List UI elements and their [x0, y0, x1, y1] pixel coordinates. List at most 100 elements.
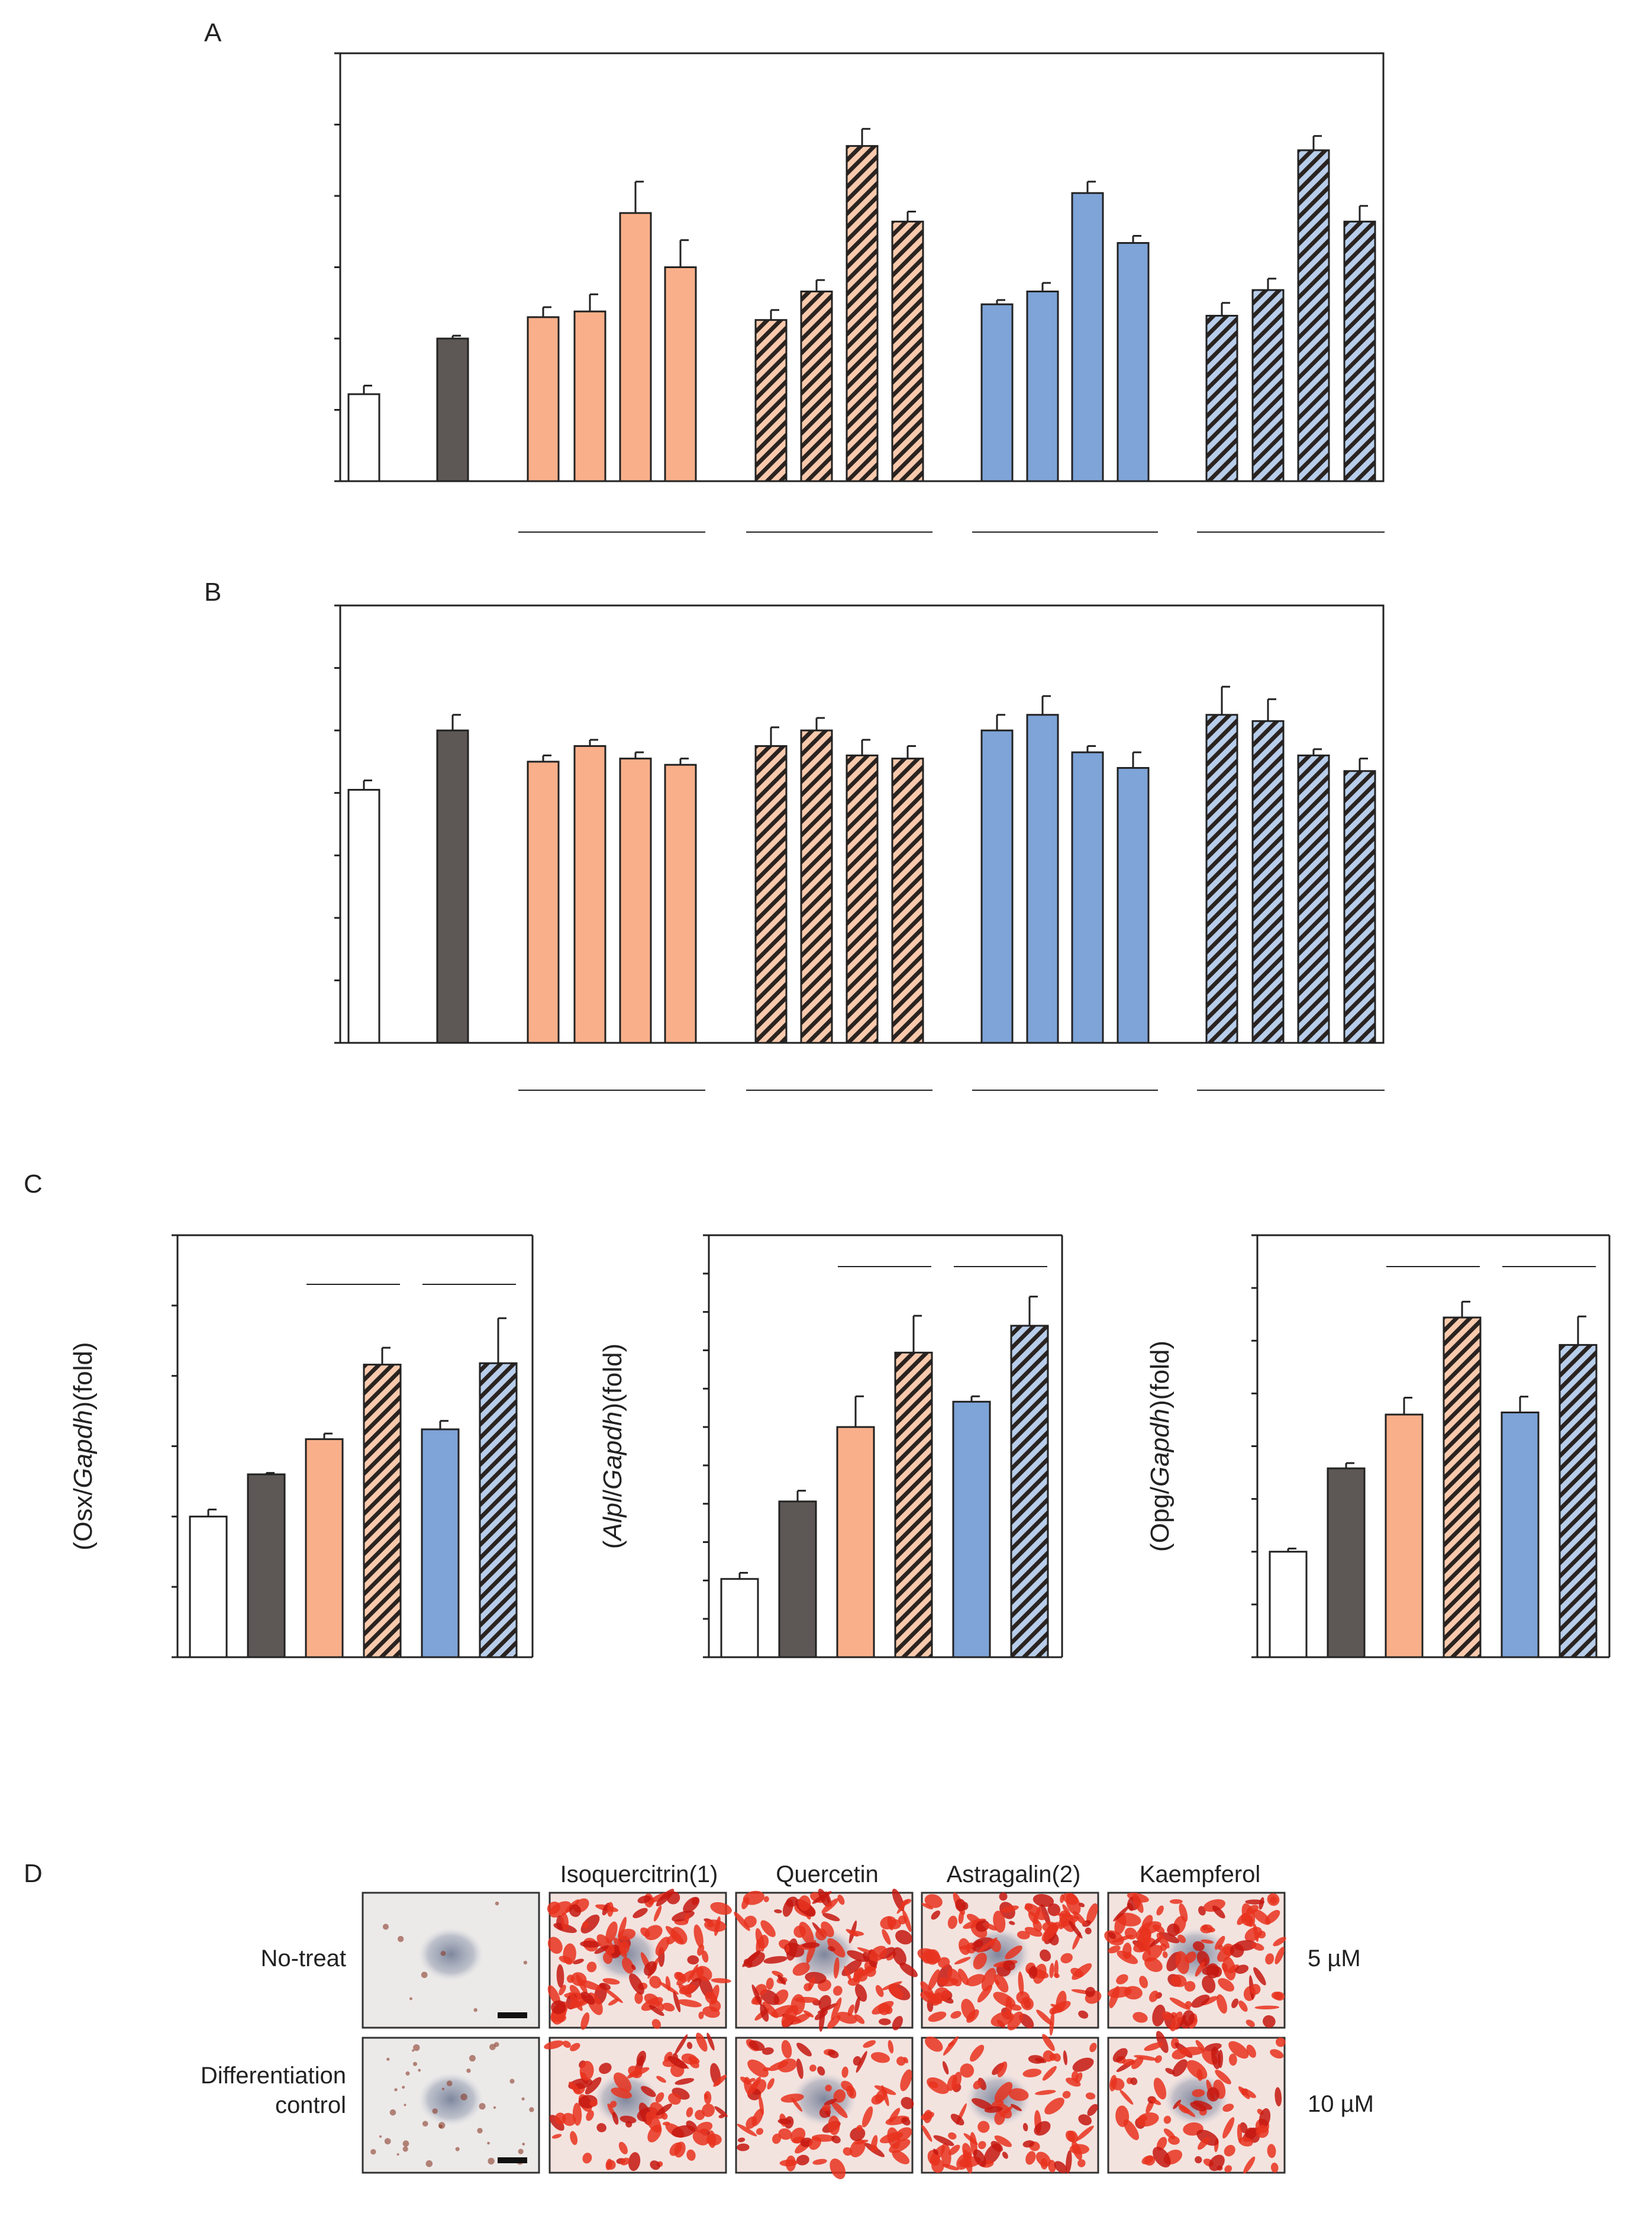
bar	[664, 266, 697, 482]
mineral-speck	[405, 2071, 410, 2076]
mineral-deposit	[561, 1912, 569, 1931]
mineral-speck	[432, 2108, 438, 2114]
mineral-deposit	[667, 2056, 688, 2069]
mineral-speck	[488, 2157, 495, 2165]
mineral-speck	[493, 2106, 496, 2109]
y-axis-title-line2: (Alpl/Gapdh)(fold)	[598, 1344, 627, 1549]
mineral-deposit	[854, 1984, 867, 2002]
mineral-deposit	[947, 1968, 962, 1987]
mineral-deposit	[948, 2132, 957, 2140]
mineral-speck	[422, 2121, 428, 2127]
mineral-deposit	[812, 1891, 832, 1904]
mineral-deposit	[808, 2136, 821, 2150]
mineral-deposit	[1275, 2087, 1282, 2107]
mineral-deposit	[1218, 1978, 1235, 1992]
mineral-speck	[421, 1971, 428, 1979]
mineral-deposit	[589, 2100, 598, 2107]
mineral-deposit	[605, 1921, 618, 1944]
mineral-deposit	[1018, 1971, 1024, 1996]
mineral-deposit	[737, 2143, 750, 2151]
mineral-deposit	[1192, 2089, 1205, 2098]
mineral-deposit	[628, 2067, 650, 2077]
mineral-deposit	[928, 1969, 940, 1991]
mineral-deposit	[1051, 2000, 1071, 2014]
mineral-deposit	[1211, 2046, 1221, 2070]
bar	[1385, 1413, 1424, 1658]
mineral-deposit	[1025, 2151, 1036, 2165]
mineral-deposit	[655, 1937, 670, 1956]
mineral-deposit	[1139, 1976, 1148, 1989]
control-stain-image	[362, 2037, 540, 2174]
mineral-deposit	[1150, 2098, 1161, 2105]
mineral-deposit	[1142, 1945, 1163, 1962]
mineral-deposit	[1075, 2072, 1083, 2083]
bar	[1205, 314, 1238, 482]
mineral-deposit	[1132, 2012, 1148, 2023]
mineral-deposit	[763, 1955, 788, 1964]
mineral-deposit	[1078, 2010, 1089, 2019]
mineral-deposit	[544, 2040, 564, 2050]
mineral-deposit	[901, 2097, 914, 2109]
mineral-deposit	[677, 1999, 702, 2008]
mineral-deposit	[569, 2082, 581, 2094]
mineral-deposit	[1224, 2145, 1235, 2157]
mineral-deposit	[848, 1931, 864, 1936]
mineral-deposit	[1230, 1944, 1244, 1958]
mineral-deposit	[760, 1920, 776, 1937]
bar	[436, 729, 469, 1044]
mineral-deposit	[748, 2040, 765, 2051]
mineral-deposit	[938, 1977, 947, 1985]
mineral-deposit	[888, 2040, 894, 2054]
bar	[189, 1515, 228, 1658]
mineral-deposit	[559, 1955, 572, 1964]
mineral-deposit	[1131, 2057, 1144, 2069]
mineral-deposit	[1156, 2031, 1169, 2053]
mineral-deposit	[1048, 2160, 1056, 2173]
bar	[1026, 714, 1059, 1044]
bar	[1297, 754, 1330, 1044]
mineral-deposit	[1259, 2108, 1271, 2129]
mineral-deposit	[981, 1968, 996, 1992]
mineral-speck	[413, 2044, 420, 2051]
y-axis-title-part: Alpl	[598, 1496, 627, 1542]
mineral-deposit	[1022, 2069, 1042, 2077]
bar	[527, 761, 560, 1044]
mineral-deposit	[1011, 2103, 1022, 2111]
mineral-deposit	[1044, 2098, 1064, 2115]
mineral-deposit	[1149, 1990, 1159, 2002]
mineral-deposit	[778, 2128, 792, 2140]
mineral-deposit	[674, 2141, 686, 2158]
mineral-deposit	[781, 2040, 792, 2058]
row-label-no-treat: No-treat	[261, 1945, 347, 1971]
mineral-deposit	[847, 1950, 869, 1962]
mineral-deposit	[793, 1925, 806, 1938]
mineral-deposit	[1003, 1960, 1015, 1971]
mineral-deposit	[892, 2150, 909, 2164]
mineral-deposit	[695, 2109, 705, 2121]
bar	[436, 337, 469, 482]
mineral-deposit	[984, 2106, 1003, 2113]
mineral-deposit	[882, 1981, 902, 1990]
mineral-speck	[418, 2069, 421, 2072]
mineral-deposit	[1069, 2144, 1090, 2154]
mineral-deposit	[990, 1938, 1001, 1953]
mineral-deposit	[796, 2154, 809, 2166]
mineral-deposit	[580, 1940, 601, 1948]
mineral-deposit	[994, 2082, 1013, 2103]
mineral-deposit	[1184, 1981, 1196, 1992]
mineral-deposit	[751, 1984, 762, 2006]
mineral-speck	[473, 2008, 477, 2012]
mineral-deposit	[1066, 2150, 1072, 2174]
bar	[800, 290, 833, 482]
mineral-deposit	[889, 1986, 904, 1999]
column-label-quercetin: Quercetin	[776, 1861, 878, 1887]
mineral-deposit	[1202, 1965, 1219, 1976]
bar	[1559, 1344, 1598, 1658]
mineral-deposit	[836, 2012, 857, 2024]
bar	[1327, 1467, 1366, 1658]
mineral-deposit	[1127, 1902, 1134, 1911]
mineral-deposit	[960, 2063, 975, 2078]
mineral-deposit	[1042, 2034, 1055, 2051]
mineral-deposit	[843, 2147, 853, 2156]
mineral-deposit	[551, 2000, 566, 2014]
